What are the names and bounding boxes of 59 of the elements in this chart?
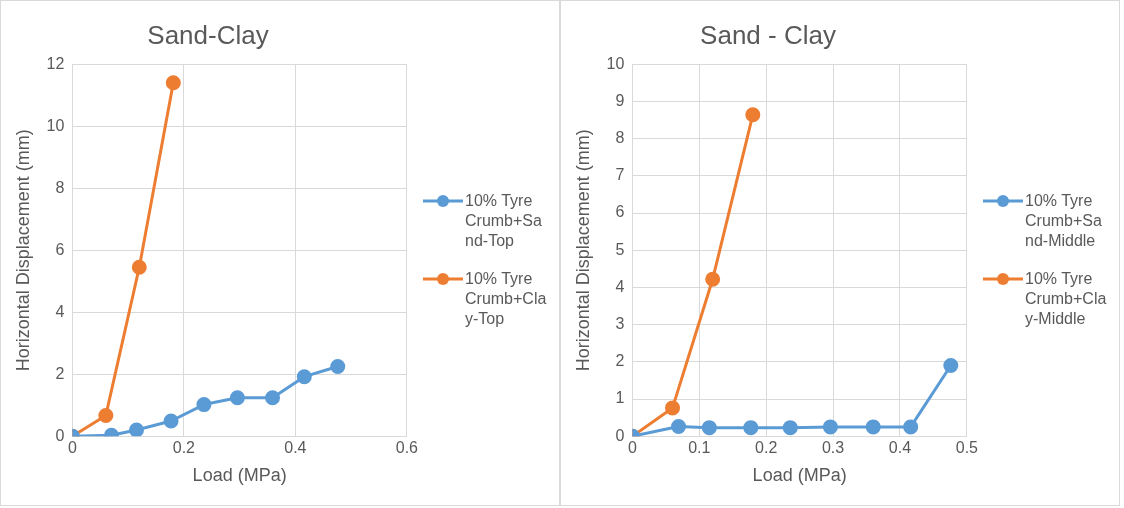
- point: [671, 419, 687, 435]
- point: [903, 419, 919, 435]
- point: [131, 259, 147, 275]
- y-tick-label: 7: [615, 166, 625, 184]
- y-tick-label: 10: [606, 54, 625, 72]
- legend-label: 10% Tyre Crumb+Sand-Top: [465, 191, 543, 251]
- x-axis-title: Load (MPa): [192, 465, 287, 486]
- y-axis-title: Horizontal Displacement (mm): [572, 129, 593, 372]
- point: [165, 75, 181, 91]
- point: [296, 369, 312, 385]
- point: [743, 420, 759, 436]
- y-tick-label: 1: [615, 389, 625, 407]
- x-axis-title: Load (MPa): [752, 465, 847, 486]
- y-tick-label: 2: [615, 352, 625, 370]
- y-tick-label: 0: [55, 426, 65, 444]
- point: [665, 400, 681, 416]
- chart-title: Sand - Clay: [700, 19, 836, 50]
- point: [163, 413, 179, 429]
- point: [265, 390, 281, 406]
- y-tick-label: 2: [55, 364, 65, 382]
- point: [705, 271, 721, 287]
- point: [745, 107, 761, 123]
- y-tick-label: 6: [615, 203, 625, 221]
- y-tick-label: 10: [46, 116, 65, 134]
- point: [330, 358, 346, 374]
- x-tick-label: 0: [67, 439, 77, 457]
- point: [196, 397, 212, 413]
- point: [943, 358, 959, 374]
- y-tick-label: 9: [615, 91, 625, 109]
- x-tick-label: 0: [627, 439, 637, 457]
- point: [129, 422, 145, 437]
- y-tick-label: 8: [615, 129, 625, 147]
- legend-label: 10% Tyre Crumb+Clay-Top: [465, 269, 547, 329]
- y-tick-label: 8: [55, 178, 65, 196]
- x-tick-label: 0.5: [955, 439, 979, 457]
- legend-label: 10% Tyre Crumb+Sand-Middle: [1025, 191, 1103, 251]
- y-tick-label: 4: [55, 302, 65, 320]
- y-tick-label: 6: [55, 240, 65, 258]
- y-tick-label: 4: [615, 277, 625, 295]
- y-tick-label: 3: [615, 315, 625, 333]
- point: [782, 420, 798, 436]
- point: [822, 419, 838, 435]
- point: [701, 420, 717, 436]
- legend-label: 10% Tyre Crumb+Clay-Middle: [1025, 269, 1107, 329]
- x-tick-label: 0.1: [688, 439, 711, 457]
- chart-title: Sand-Clay: [147, 19, 269, 50]
- x-tick-label: 0.3: [821, 439, 845, 457]
- x-tick-label: 0.4: [888, 439, 912, 457]
- x-tick-label: 0.2: [172, 439, 196, 457]
- x-tick-label: 0.6: [395, 439, 419, 457]
- point: [98, 407, 114, 423]
- point: [865, 419, 881, 435]
- y-tick-label: 5: [615, 240, 625, 258]
- point: [229, 390, 245, 406]
- y-tick-label: 0: [615, 426, 625, 444]
- x-tick-label: 0.4: [284, 439, 307, 457]
- y-tick-label: 12: [46, 54, 65, 72]
- x-tick-label: 0.2: [755, 439, 778, 457]
- y-axis-title: Horizontal Displacement (mm): [12, 129, 33, 372]
